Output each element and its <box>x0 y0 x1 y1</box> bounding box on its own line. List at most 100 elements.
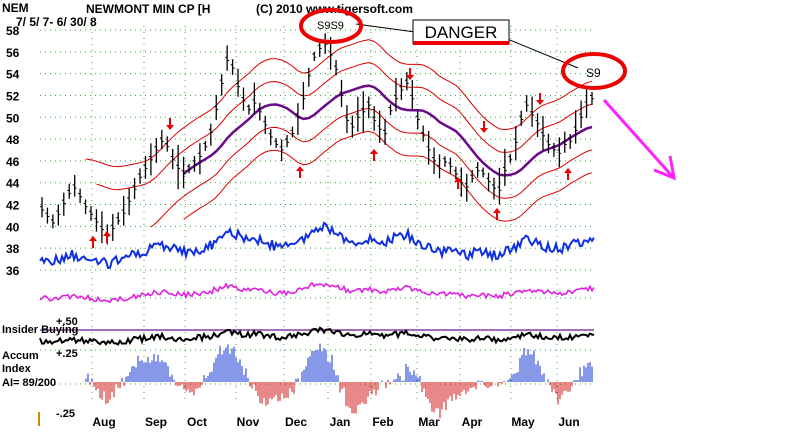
price-bar <box>263 115 268 135</box>
price-bar <box>388 104 393 116</box>
price-bar <box>464 173 469 202</box>
lower-band-inner <box>150 107 593 228</box>
sell-signal-circle-right <box>561 52 627 90</box>
price-bar <box>377 110 382 143</box>
price-bar <box>187 163 192 174</box>
price-bar <box>268 128 273 146</box>
price-bar <box>519 110 524 126</box>
price-bar <box>208 123 213 146</box>
sell-signal-label-right: S9 <box>586 66 601 80</box>
price-bar <box>50 214 55 229</box>
price-bar <box>306 67 311 87</box>
price-bar <box>132 177 137 200</box>
price-bar <box>110 213 115 241</box>
indicator-lines <box>39 221 595 346</box>
index-label: Index <box>2 363 32 375</box>
price-bar <box>165 136 170 152</box>
arrow-head <box>454 177 462 182</box>
price-bar <box>61 192 66 216</box>
price-bar <box>470 170 475 183</box>
danger-box <box>412 19 510 45</box>
price-bar <box>138 168 143 184</box>
buy-arrow <box>454 177 462 189</box>
price-bar <box>176 144 181 190</box>
price-bar <box>344 105 349 134</box>
magenta-indicator-line <box>39 281 595 304</box>
price-bar <box>590 91 594 105</box>
price-bar <box>355 96 360 132</box>
price-bar <box>573 110 578 144</box>
price-bar <box>339 79 344 108</box>
price-bar <box>78 188 83 204</box>
price-bar <box>312 51 317 61</box>
arrow-head <box>89 236 97 241</box>
price-bar <box>219 74 224 96</box>
upper-band-outer <box>85 39 593 168</box>
buy-arrow <box>103 231 111 243</box>
price-bar <box>285 135 290 148</box>
price-bar <box>453 166 458 180</box>
price-bar <box>45 207 50 224</box>
sell-arrow <box>406 68 414 80</box>
date-range-label: 7/ 5/ 7- 6/ 30/ 8 <box>16 15 97 29</box>
price-bar <box>524 95 529 112</box>
y-tick-label-36: 36 <box>6 264 20 278</box>
buy-arrow <box>564 168 572 180</box>
price-bar <box>154 137 159 163</box>
x-tick-label-Jun: Jun <box>558 415 579 429</box>
x-tick-label-Apr: Apr <box>462 415 483 429</box>
y-tick-label-46: 46 <box>6 155 20 169</box>
price-bar <box>274 138 279 148</box>
price-bar <box>246 104 251 115</box>
price-bar <box>399 78 404 100</box>
upper-band-inner <box>96 62 593 191</box>
sell-arrow <box>166 118 174 130</box>
price-bar <box>551 142 556 157</box>
price-bar <box>143 155 148 179</box>
insider-buying-label: Insider Buying <box>2 324 78 336</box>
price-bar <box>116 212 121 225</box>
arrow-head <box>536 100 544 105</box>
price-bar <box>236 68 241 97</box>
price-bar <box>241 87 246 111</box>
price-bar <box>192 155 197 172</box>
price-bar <box>508 153 513 164</box>
price-bar <box>290 126 295 138</box>
price-bar <box>127 188 132 216</box>
y-tick-label-56: 56 <box>6 46 20 60</box>
arrow-head <box>406 75 414 80</box>
bollinger-bands <box>85 39 593 228</box>
price-bar <box>99 211 104 244</box>
price-bar <box>203 141 208 151</box>
arrow-head <box>166 125 174 130</box>
sell-arrow <box>536 93 544 105</box>
price-bar <box>540 115 545 151</box>
price-bar <box>56 204 61 226</box>
price-bar <box>89 206 94 221</box>
price-bar <box>404 72 409 91</box>
price-bar <box>415 110 420 130</box>
price-bar <box>159 129 164 150</box>
price-bar <box>170 148 175 170</box>
price-bar <box>350 115 355 138</box>
ticker-label: NEM <box>2 1 29 15</box>
price-bar <box>301 82 306 110</box>
y-tick-label-50: 50 <box>6 111 20 125</box>
price-bar <box>279 139 284 162</box>
price-bar <box>67 183 72 199</box>
sell-signal-circle-top <box>299 8 363 44</box>
arrow-head <box>370 149 378 154</box>
y-tick-label-54: 54 <box>6 68 20 82</box>
price-bar <box>535 113 540 138</box>
price-bar <box>584 89 589 118</box>
y-tick-label-40: 40 <box>6 220 20 234</box>
price-bar <box>562 131 567 153</box>
price-bar <box>546 133 551 154</box>
downtrend-arrow-head <box>653 155 676 181</box>
price-bar <box>502 148 507 186</box>
y-tick-label-58: 58 <box>6 24 20 38</box>
price-bar <box>83 199 88 215</box>
y-tick-label-48: 48 <box>6 133 20 147</box>
x-tick-label-Mar: Mar <box>418 415 440 429</box>
